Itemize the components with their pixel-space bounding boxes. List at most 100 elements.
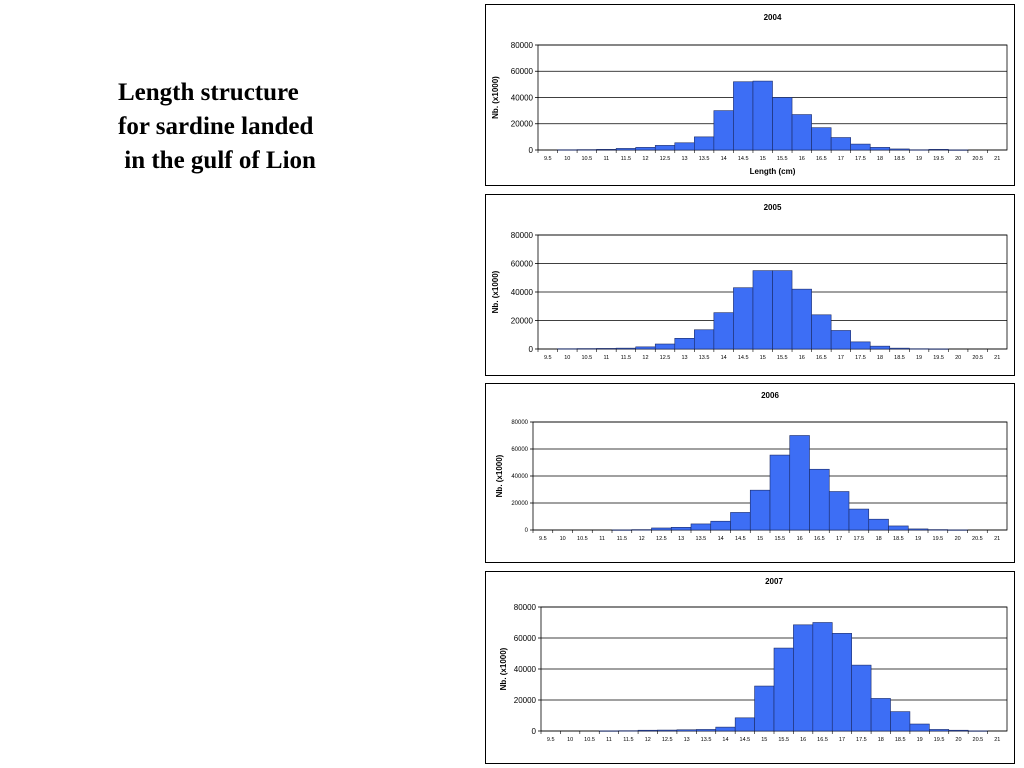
x-tick-label: 17 bbox=[838, 156, 844, 162]
x-tick-label: 20 bbox=[955, 156, 961, 162]
bar-16 bbox=[791, 288, 812, 350]
x-tick-label: 14.5 bbox=[738, 156, 749, 162]
x-tick-label: 16.5 bbox=[817, 737, 828, 743]
x-tick-label: 18 bbox=[877, 156, 883, 162]
x-axis-label: Length (cm) bbox=[750, 167, 796, 176]
bar-14.5 bbox=[730, 512, 751, 531]
bar-18.5 bbox=[888, 525, 909, 531]
bar-13 bbox=[676, 729, 697, 732]
y-tick-label: 80000 bbox=[511, 231, 534, 240]
bar-20 bbox=[947, 529, 968, 531]
y-axis-label: Nb. (x1000) bbox=[495, 454, 504, 497]
y-tick-label: 40000 bbox=[511, 288, 534, 297]
bar-12.5 bbox=[651, 527, 672, 531]
x-tick-label: 11 bbox=[606, 737, 612, 743]
x-tick-label: 18 bbox=[878, 737, 884, 743]
bar-17.5 bbox=[851, 664, 872, 732]
x-tick-label: 13 bbox=[682, 355, 688, 361]
bar-12 bbox=[631, 529, 652, 531]
x-tick-label: 19.5 bbox=[933, 156, 944, 162]
x-tick-label: 14.5 bbox=[735, 536, 746, 542]
bar-17 bbox=[830, 137, 851, 151]
y-tick-label: 0 bbox=[529, 345, 534, 354]
x-tick-label: 12.5 bbox=[656, 536, 667, 542]
x-tick-label: 19 bbox=[916, 355, 922, 361]
x-tick-label: 20.5 bbox=[972, 156, 983, 162]
x-tick-label: 9.5 bbox=[547, 737, 555, 743]
chart-title: 2006 bbox=[761, 391, 779, 400]
bar-12 bbox=[635, 346, 656, 350]
x-tick-label: 15.5 bbox=[778, 737, 789, 743]
y-tick-label: 40000 bbox=[511, 93, 534, 102]
bar-15 bbox=[749, 489, 771, 531]
chart-title: 2005 bbox=[764, 203, 782, 212]
bar-19.5 bbox=[927, 529, 949, 531]
x-tick-label: 18 bbox=[876, 536, 882, 542]
x-tick-label: 11 bbox=[604, 156, 610, 162]
chart-svg: 2006 0 20000 40000 60000 80000 9.5 10 10.5 11 11.5… bbox=[495, 391, 1008, 542]
y-axis-label: Nb. (x1000) bbox=[499, 647, 508, 690]
histogram-2007: 2007 0 20000 40000 60000 80000 9.5 10 10.5 11 11.5… bbox=[485, 571, 1015, 764]
bar-17 bbox=[831, 633, 852, 732]
y-tick-label: 20000 bbox=[514, 696, 537, 705]
y-axis-label: Nb. (x1000) bbox=[491, 76, 500, 119]
bar-17 bbox=[830, 330, 851, 350]
x-tick-label: 13 bbox=[678, 536, 684, 542]
bar-19 bbox=[908, 348, 930, 350]
bar-13.5 bbox=[690, 523, 712, 531]
x-tick-label: 15 bbox=[761, 737, 767, 743]
bar-10.5 bbox=[576, 149, 597, 151]
chart-title: 2004 bbox=[764, 13, 782, 22]
y-tick-label: 60000 bbox=[514, 634, 537, 643]
x-tick-label: 10 bbox=[567, 737, 573, 743]
x-tick-label: 11.5 bbox=[621, 355, 631, 361]
x-tick-label: 17.5 bbox=[855, 355, 866, 361]
bar-11.5 bbox=[615, 148, 637, 151]
x-tick-label: 17 bbox=[836, 536, 842, 542]
histogram-2005: 2005 0 20000 40000 60000 80000 9.5 10 10.5 11 11.5… bbox=[485, 194, 1015, 376]
y-tick-label: 60000 bbox=[511, 447, 528, 453]
chart-svg: 2007 0 20000 40000 60000 80000 9.5 10 10.5 11 11.5… bbox=[499, 577, 1008, 743]
bar-14.5 bbox=[733, 81, 754, 151]
x-tick-label: 20.5 bbox=[973, 737, 984, 743]
x-tick-label: 15 bbox=[760, 156, 766, 162]
bar-13.5 bbox=[694, 329, 715, 350]
x-tick-label: 19.5 bbox=[933, 355, 944, 361]
bar-16.5 bbox=[812, 622, 833, 732]
x-tick-label: 11.5 bbox=[623, 737, 633, 743]
bar-10 bbox=[557, 348, 578, 350]
x-tick-label: 14 bbox=[718, 536, 724, 542]
bar-14 bbox=[715, 726, 736, 732]
x-tick-label: 15 bbox=[760, 355, 766, 361]
x-tick-label: 16.5 bbox=[816, 156, 827, 162]
bar-16.5 bbox=[809, 468, 830, 531]
bar-15.5 bbox=[773, 647, 794, 732]
x-tick-label: 12.5 bbox=[660, 355, 671, 361]
x-tick-label: 19.5 bbox=[933, 536, 944, 542]
bar-15 bbox=[754, 685, 775, 732]
x-tick-label: 21 bbox=[994, 156, 1000, 162]
bar-15.5 bbox=[769, 454, 791, 531]
x-tick-label: 10 bbox=[564, 355, 570, 361]
x-tick-label: 14 bbox=[722, 737, 728, 743]
x-tick-label: 15.5 bbox=[775, 536, 786, 542]
bar-14.5 bbox=[734, 717, 755, 732]
bar-12.5 bbox=[654, 145, 676, 151]
bar-17.5 bbox=[850, 143, 871, 151]
bar-19 bbox=[907, 528, 929, 531]
x-tick-label: 16 bbox=[800, 737, 806, 743]
y-tick-label: 40000 bbox=[511, 474, 528, 480]
bar-12 bbox=[637, 729, 658, 732]
x-tick-label: 19 bbox=[917, 737, 923, 743]
bar-16 bbox=[793, 624, 814, 732]
x-tick-label: 12.5 bbox=[660, 156, 671, 162]
x-tick-label: 13.5 bbox=[699, 355, 710, 361]
bar-18 bbox=[868, 518, 889, 531]
bar-12 bbox=[635, 147, 656, 151]
chart-svg: 2005 0 20000 40000 60000 80000 9.5 10 10.5 11 11.5… bbox=[491, 203, 1008, 361]
x-tick-label: 14 bbox=[721, 355, 727, 361]
x-tick-label: 19.5 bbox=[934, 737, 945, 743]
bar-15.5 bbox=[772, 270, 793, 350]
bar-17 bbox=[828, 491, 850, 531]
x-tick-label: 15 bbox=[757, 536, 763, 542]
